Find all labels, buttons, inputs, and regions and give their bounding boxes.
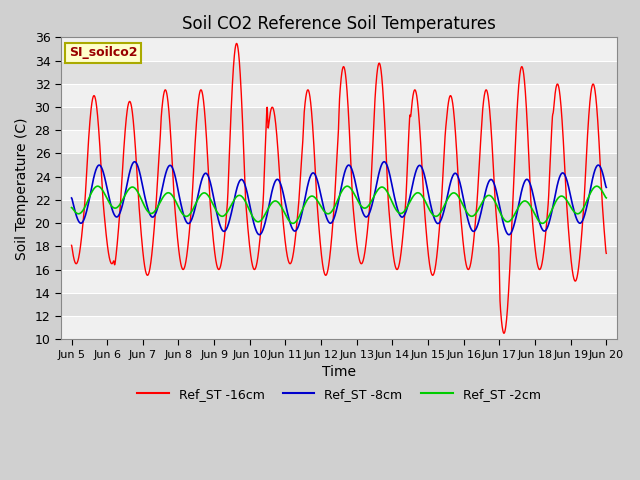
Legend: Ref_ST -16cm, Ref_ST -8cm, Ref_ST -2cm: Ref_ST -16cm, Ref_ST -8cm, Ref_ST -2cm xyxy=(132,383,545,406)
Bar xyxy=(61,200,617,223)
Bar xyxy=(61,107,617,130)
Bar xyxy=(61,270,617,293)
Bar xyxy=(61,84,617,107)
Bar xyxy=(61,177,617,200)
Bar xyxy=(61,130,617,154)
X-axis label: Time: Time xyxy=(322,365,356,379)
Bar xyxy=(61,316,617,339)
Bar xyxy=(61,246,617,270)
Title: Soil CO2 Reference Soil Temperatures: Soil CO2 Reference Soil Temperatures xyxy=(182,15,496,33)
Bar xyxy=(61,223,617,246)
Text: SI_soilco2: SI_soilco2 xyxy=(69,47,138,60)
Bar xyxy=(61,154,617,177)
Bar xyxy=(61,37,617,60)
Bar xyxy=(61,293,617,316)
Bar xyxy=(61,60,617,84)
Y-axis label: Soil Temperature (C): Soil Temperature (C) xyxy=(15,117,29,260)
